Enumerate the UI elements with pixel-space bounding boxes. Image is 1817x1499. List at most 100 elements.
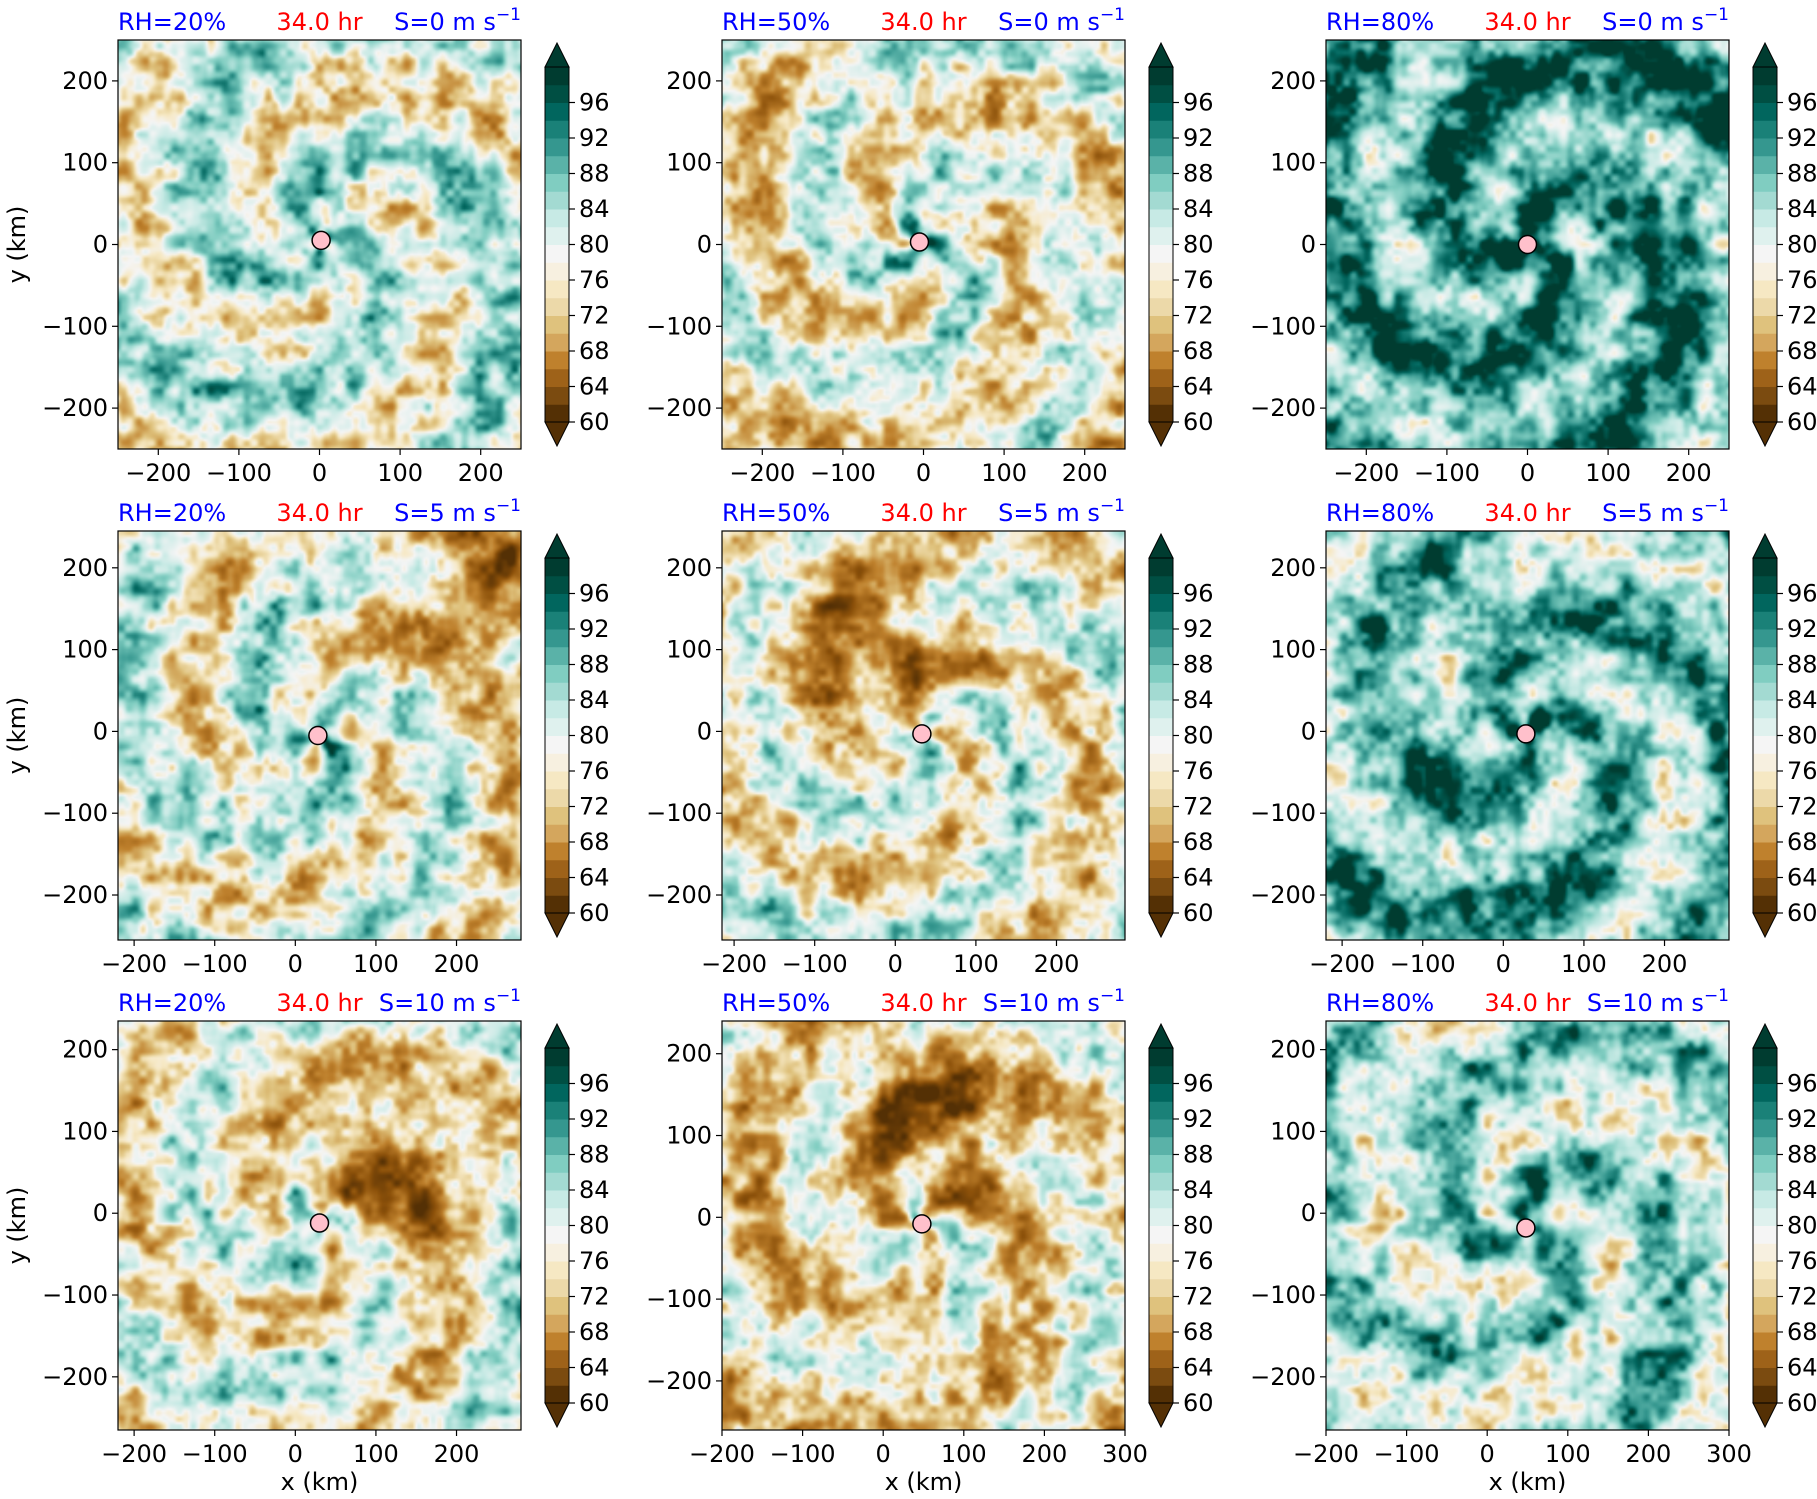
colorbar-level (1753, 1083, 1777, 1102)
colorbar-level (1753, 1314, 1777, 1333)
colorbar-level (545, 895, 569, 914)
x-tick-label: 0 (876, 1440, 891, 1468)
colorbar-tick-label: 92 (1787, 124, 1817, 152)
colorbar-tick-label: 80 (1183, 722, 1214, 750)
storm-center-marker (308, 725, 328, 746)
colorbar-level (1753, 806, 1777, 825)
colorbar-level (1149, 558, 1173, 577)
colorbar-tick-label: 72 (579, 793, 610, 821)
colorbar-level (545, 1367, 569, 1386)
colorbar-level (1753, 877, 1777, 896)
colorbar-level (545, 173, 569, 192)
colorbar-level (1753, 1385, 1777, 1404)
panel-title-shear: S=0 m s−1 (394, 5, 521, 36)
colorbar-level (1149, 700, 1173, 719)
panel-title-shear: S=0 m s−1 (1602, 5, 1729, 36)
colorbar-level (545, 753, 569, 772)
colorbar-level (1149, 735, 1173, 754)
colorbar-level (1149, 629, 1173, 648)
colorbar-level (1753, 895, 1777, 914)
colorbar-tick-label: 88 (1183, 651, 1214, 679)
colorbar-level (1753, 859, 1777, 878)
colorbar-level (1149, 191, 1173, 210)
colorbar-level (545, 611, 569, 630)
colorbar: 60 64 68 72 76 80 84 88 92 96 (1752, 41, 1817, 448)
colorbar-tick-label: 92 (1183, 124, 1214, 152)
colorbar-extend-max (1148, 532, 1174, 559)
y-tick-label: 200 (62, 1036, 108, 1064)
y-tick-label: 200 (62, 67, 108, 95)
colorbar-level (1753, 842, 1777, 861)
panel-title-rh: RH=50% (722, 8, 830, 36)
colorbar-tick-label: 84 (1787, 195, 1817, 223)
colorbar-level (545, 280, 569, 299)
x-tick-label: 0 (288, 1440, 303, 1468)
colorbar-tick-label: 88 (1787, 1141, 1817, 1169)
colorbar-level (1753, 717, 1777, 736)
colorbar-level (1149, 771, 1173, 790)
colorbar-level (1149, 1207, 1173, 1226)
colorbar-level (1753, 1296, 1777, 1315)
colorbar-tick-label: 80 (1787, 722, 1817, 750)
y-tick-label: −100 (42, 799, 108, 827)
colorbar-level (545, 138, 569, 157)
colorbar-level (545, 735, 569, 754)
colorbar-level (1753, 1367, 1777, 1386)
colorbar-level (1753, 1278, 1777, 1297)
colorbar-level (1149, 1385, 1173, 1404)
colorbar-level (1753, 138, 1777, 157)
colorbar: 60 64 68 72 76 80 84 88 92 96 (1752, 1022, 1817, 1429)
colorbar-level (545, 575, 569, 594)
panel-title-shear: S=10 m s−1 (379, 986, 521, 1017)
y-axis-label: y (km) (3, 697, 31, 775)
panel-title-rh: RH=20% (118, 499, 226, 527)
colorbar-tick-label: 72 (579, 1283, 610, 1311)
y-tick-label: 0 (1301, 1199, 1316, 1227)
y-axis-label: y (km) (3, 1187, 31, 1265)
colorbar-tick-label: 60 (1183, 899, 1214, 927)
colorbar-level (1149, 842, 1173, 861)
colorbar-tick-label: 96 (579, 580, 610, 608)
colorbar-tick-label: 88 (1183, 1141, 1214, 1169)
colorbar-tick-label: 76 (579, 1247, 610, 1275)
colorbar-level (1149, 575, 1173, 594)
y-tick-label: 0 (93, 1199, 108, 1227)
colorbar-level (1753, 226, 1777, 245)
y-tick-label: 0 (697, 1203, 712, 1231)
colorbar-level (545, 558, 569, 577)
colorbar-tick-label: 92 (1183, 615, 1214, 643)
colorbar-level (545, 1154, 569, 1173)
colorbar-tick-label: 60 (579, 408, 610, 436)
colorbar-tick-label: 60 (1183, 408, 1214, 436)
x-tick-label: 200 (1642, 950, 1688, 978)
colorbar-level (1149, 717, 1173, 736)
colorbar-tick-label: 92 (579, 124, 610, 152)
colorbar-tick-label: 64 (1183, 864, 1214, 892)
colorbar-extend-max (1148, 1022, 1174, 1049)
colorbar-level (545, 717, 569, 736)
colorbar-level (1149, 138, 1173, 157)
y-tick-label: 100 (62, 149, 108, 177)
colorbar-level (1149, 824, 1173, 843)
colorbar-tick-label: 96 (1787, 89, 1817, 117)
colorbar-tick-label: 72 (1183, 793, 1214, 821)
colorbar-level (545, 1385, 569, 1404)
colorbar-level (1149, 806, 1173, 825)
x-tick-label: 0 (916, 459, 931, 487)
colorbar-extend-min (1752, 421, 1778, 448)
colorbar: 60 64 68 72 76 80 84 88 92 96 (1148, 1022, 1214, 1429)
colorbar-level (1753, 315, 1777, 334)
colorbar-tick-label: 68 (1183, 1318, 1214, 1346)
colorbar-tick-label: 64 (1183, 1354, 1214, 1382)
colorbar-level (1149, 664, 1173, 683)
colorbar-tick-label: 84 (579, 195, 610, 223)
colorbar-tick-label: 68 (579, 1318, 610, 1346)
colorbar-level (545, 629, 569, 648)
colorbar-extend-max (544, 532, 570, 559)
colorbar-level (1753, 1154, 1777, 1173)
x-tick-label: 200 (1034, 950, 1080, 978)
x-tick-label: 300 (1706, 1440, 1752, 1468)
x-tick-label: 200 (1666, 459, 1712, 487)
colorbar-level (1149, 67, 1173, 86)
plot-frame (1325, 1020, 1730, 1431)
